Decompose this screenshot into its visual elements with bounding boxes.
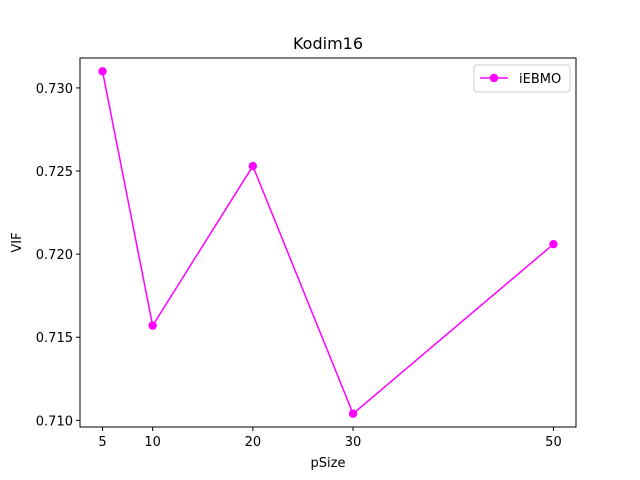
x-tick-label: 20 xyxy=(245,435,262,450)
data-point xyxy=(98,67,107,76)
axes-frame xyxy=(79,57,577,428)
data-point xyxy=(348,409,358,418)
chart-title: Kodim16 xyxy=(293,34,363,53)
x-tick-label: 30 xyxy=(345,435,362,450)
data-point xyxy=(549,239,558,249)
legend-label-iebmo: iEBMO xyxy=(519,72,561,87)
legend: iEBMO xyxy=(473,64,571,93)
y-tick-label: 0.715 xyxy=(36,331,73,346)
plot-area: 5 10 20 30 50 0.710 0.715 0.720 0.725 0.730 xyxy=(36,67,562,450)
x-tick-label: 50 xyxy=(545,435,562,450)
data-point xyxy=(148,321,157,330)
legend-marker-swatch xyxy=(489,73,499,83)
series-line-iebmo xyxy=(101,71,554,415)
legend-box xyxy=(473,64,571,93)
data-point xyxy=(248,161,258,171)
y-tick-label: 0.725 xyxy=(36,165,73,180)
y-tick-label: 0.730 xyxy=(36,82,73,97)
y-tick-label: 0.720 xyxy=(36,248,73,263)
y-axis-label: VIF xyxy=(10,232,25,252)
x-tick-label: 10 xyxy=(144,435,161,450)
y-tick-label: 0.710 xyxy=(36,414,73,429)
x-axis-label: pSize xyxy=(311,456,346,471)
x-tick-label: 5 xyxy=(98,435,106,450)
